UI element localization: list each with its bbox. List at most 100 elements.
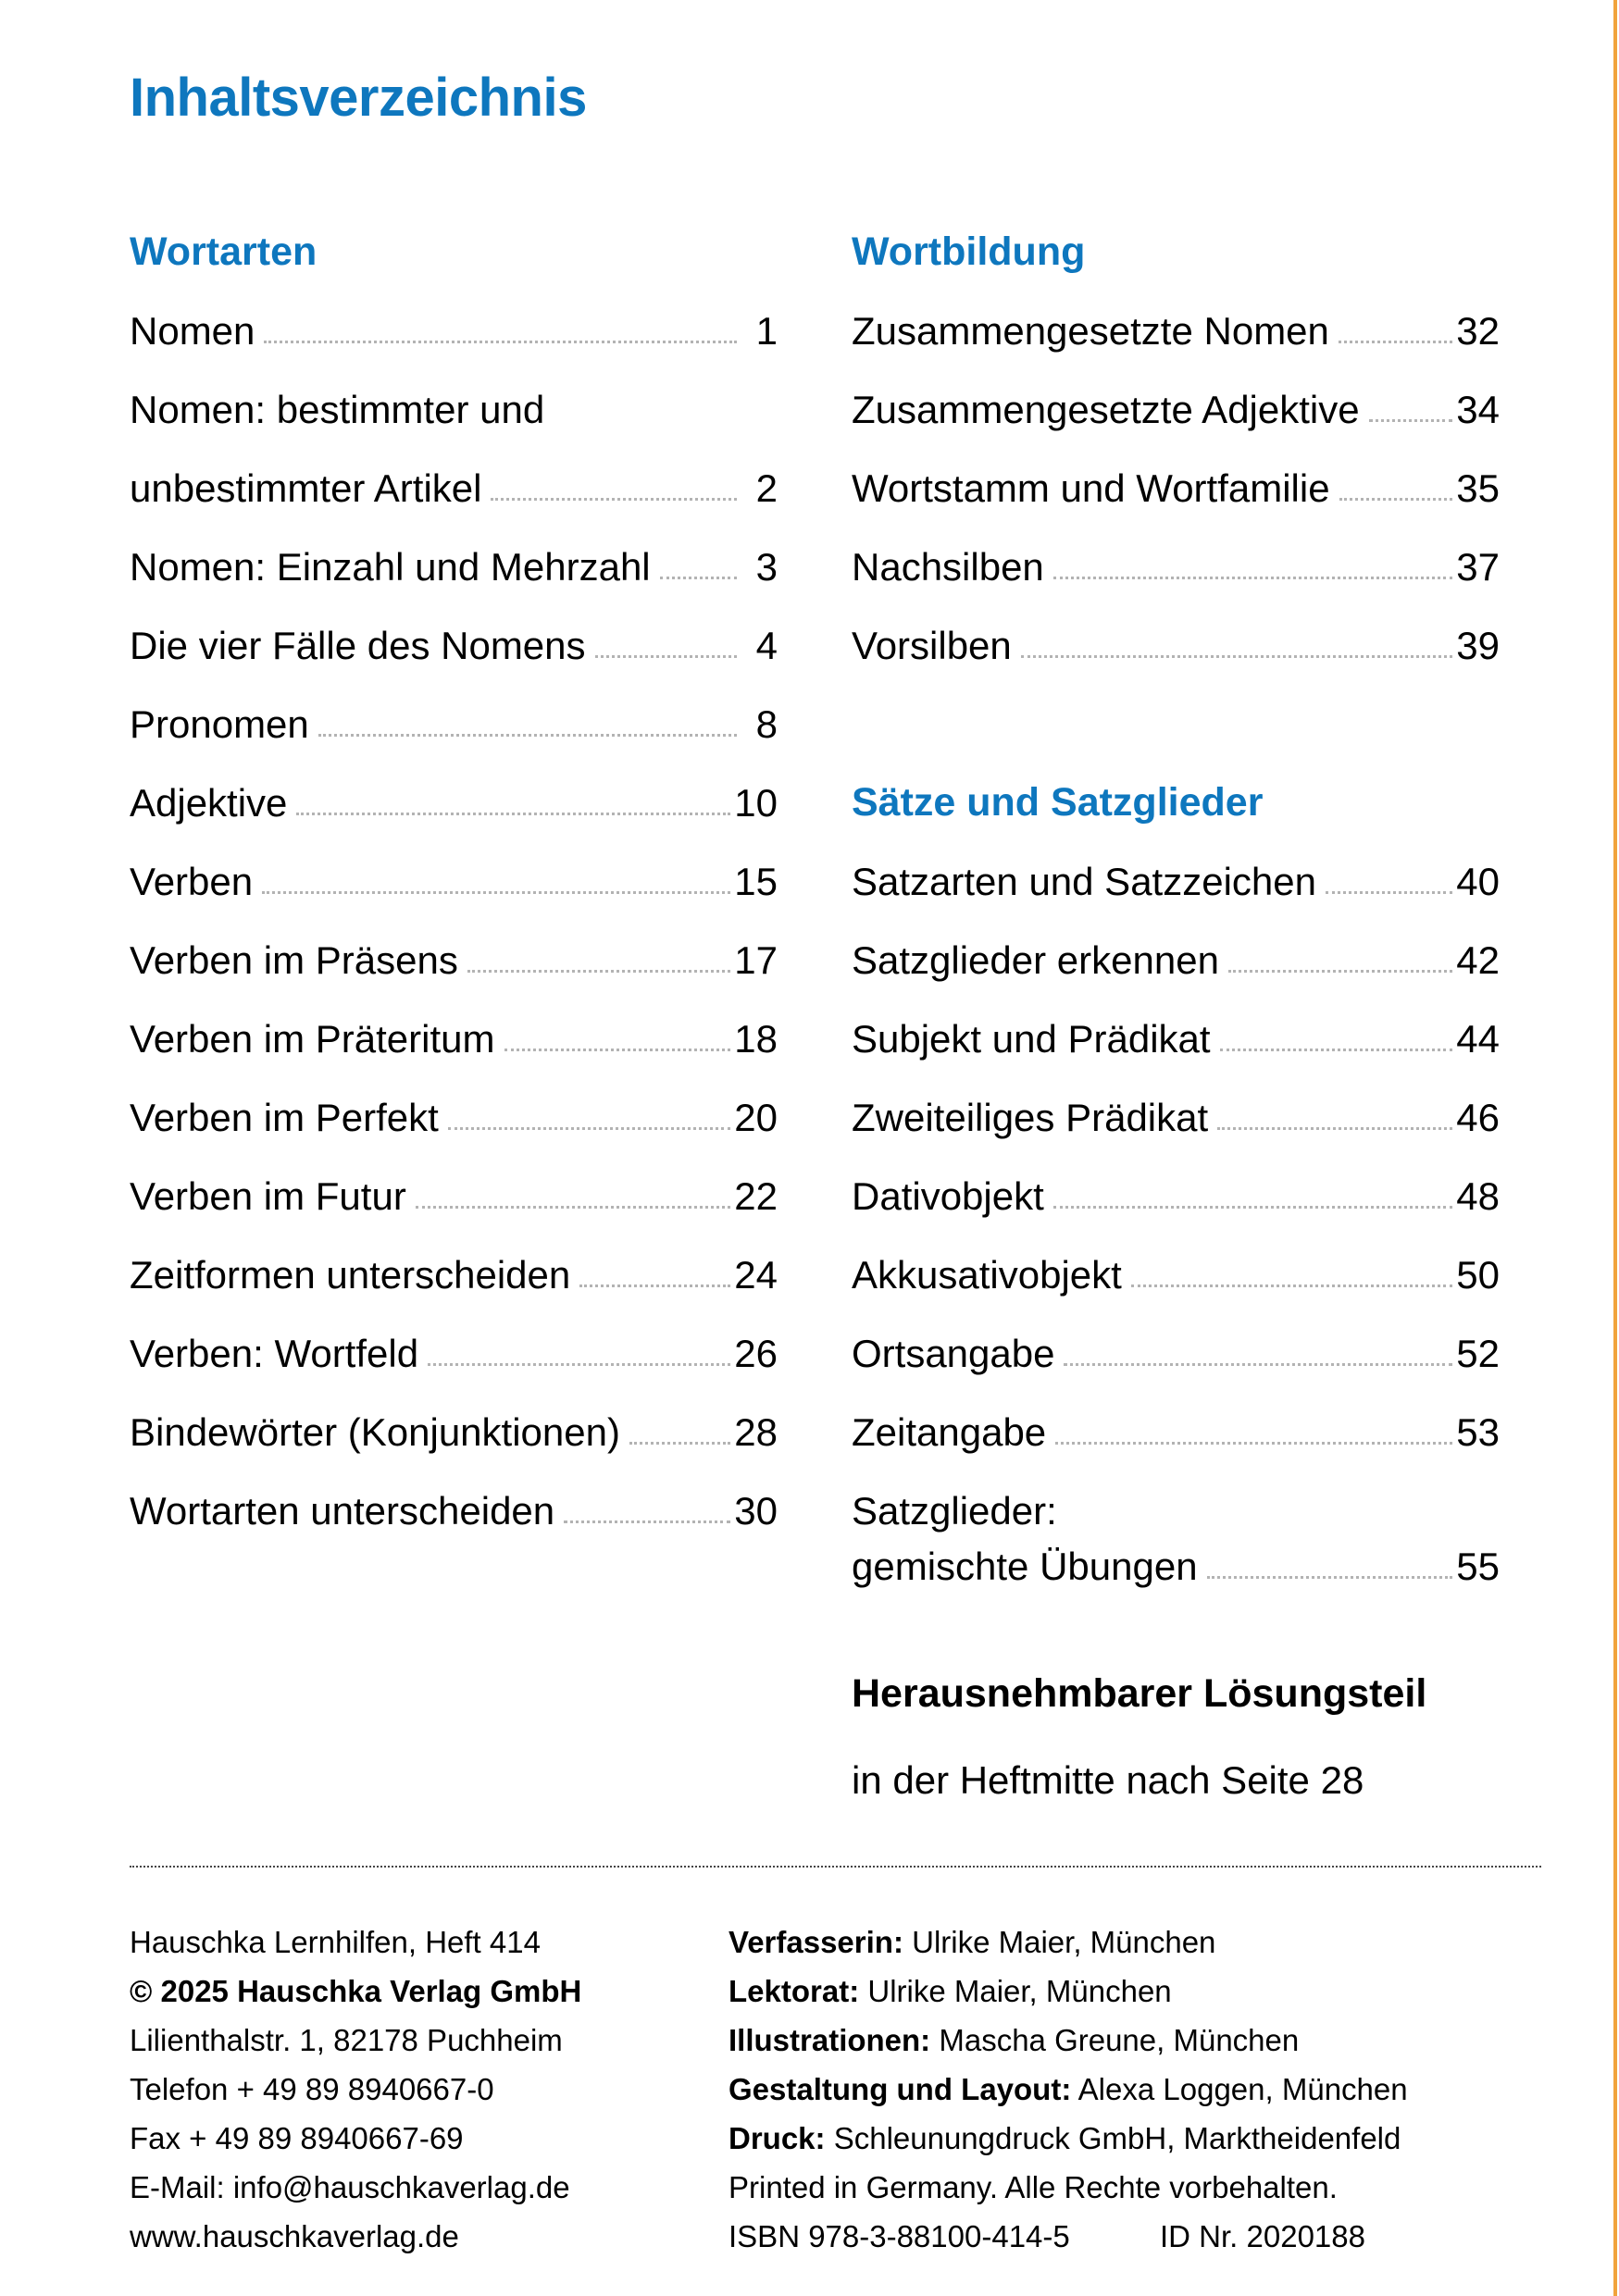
footer-credit-label: Druck: [729,2121,826,2155]
toc-entry-label: Ortsangabe [852,1331,1055,1375]
footer-text: Mascha Greune, München [930,2023,1300,2057]
toc-entry-row: Bindewörter (Konjunktionen) 28 [130,1374,778,1453]
footer-text: Telefon + 49 89 8940667-0 [130,2072,494,2106]
toc-entry-row: Adjektive 10 [130,745,778,824]
toc-entry-label: Adjektive [130,780,288,825]
footer-credit-label: Verfasserin: [729,1925,903,1959]
toc-entry-row: Zeitangabe 53 [852,1374,1500,1453]
footer-text: © 2025 Hauschka Verlag GmbH [130,1974,582,2008]
toc-entry-row: Verben: Wortfeld 26 [130,1296,778,1374]
toc-entry-dotted-leader [1206,1576,1453,1579]
toc-entry-row: Ortsangabe 52 [852,1296,1500,1374]
footer-text: Hauschka Lernhilfen, Heft 414 [130,1925,541,1959]
toc-entry-row: Zusammengesetzte Nomen 32 [852,273,1500,352]
toc-entry-label: Vorsilben [852,623,1012,667]
footer-line: Gestaltung und Layout: Alexa Loggen, Mün… [729,2065,1543,2114]
toc-entry-label: Zweiteiliges Prädikat [852,1095,1209,1139]
toc-entry-label: Nomen [130,308,255,353]
toc-entry-row: Zusammengesetzte Adjektive 34 [852,352,1500,430]
toc-entry-label: Akkusativobjekt [852,1252,1122,1297]
footer-text: Printed in Germany. Alle Rechte vorbehal… [729,2170,1338,2204]
toc-entry-dotted-leader [1338,341,1453,343]
toc-entry-label: Nachsilben [852,544,1044,589]
toc-entry-row: Zweiteiliges Prädikat 46 [852,1060,1500,1138]
toc-entry-label: Zusammengesetzte Nomen [852,308,1329,353]
toc-entry-page-number: 8 [755,701,778,746]
toc-entry-row: Akkusativobjekt 50 [852,1217,1500,1296]
toc-entry-dotted-leader [447,1127,731,1130]
footer-text: ISBN 978-3-88100-414-5 [729,2219,1070,2253]
solutions-note-subtitle: in der Heftmitte nach Seite 28 [852,1758,1364,1802]
toc-entry-row: Verben im Präsens 17 [130,902,778,981]
toc-entry-dotted-leader [1064,1363,1453,1366]
footer-text: Alexa Loggen, München [1071,2072,1408,2106]
toc-entry-dotted-leader [491,498,737,501]
toc-entry-label: Die vier Fälle des Nomens [130,623,586,667]
solutions-note-title: Herausnehmbarer Lösungsteil [852,1671,1427,1716]
footer-text: E-Mail: info@hauschkaverlag.de [130,2170,570,2204]
toc-entry-label: Verben im Perfekt [130,1095,439,1139]
footer-divider [130,1866,1541,1868]
toc-entry-label: Verben im Futur [130,1173,406,1218]
toc-entry-label: Bindewörter (Konjunktionen) [130,1409,620,1454]
toc-column-right: Wortbildung Zusammengesetzte Nomen 32 Zu… [852,194,1500,1587]
toc-entry-label: Subjekt und Prädikat [852,1016,1211,1061]
toc-entry-row: Satzarten und Satzzeichen 40 [852,824,1500,902]
toc-entry-label: Zeitangabe [852,1409,1047,1454]
footer-line: Verfasserin: Ulrike Maier, München [729,1917,1543,1967]
toc-entry-page-number: 10 [734,780,778,825]
toc-entry-label: Wortstamm und Wortfamilie [852,465,1330,510]
toc-entry-label: Satzglieder: [852,1488,1057,1533]
toc-entry-page-number: 53 [1456,1409,1500,1454]
toc-entry-row: Wortarten unterscheiden 30 [130,1453,778,1532]
toc-entry-dotted-leader [1339,498,1453,501]
toc-entry-page-number: 40 [1456,859,1500,903]
toc-entry-label: unbestimmter Artikel [130,465,482,510]
footer-line: Illustrationen: Mascha Greune, München [729,2016,1543,2065]
toc-entry-dotted-leader [504,1049,731,1051]
footer-credits-block: Verfasserin: Ulrike Maier, München Lekto… [729,1917,1543,2261]
toc-entry-page-number: 22 [734,1173,778,1218]
toc-entry-row: Vorsilben 39 [852,588,1500,666]
toc-entry-dotted-leader [1326,891,1453,894]
toc-entry-row: Subjekt und Prädikat 44 [852,981,1500,1060]
toc-entry-page-number: 3 [755,544,778,589]
toc-entry-dotted-leader [262,891,731,894]
toc-entry-row: Wortstamm und Wortfamilie 35 [852,430,1500,509]
toc-entry-page-number: 52 [1456,1331,1500,1375]
page-edge-accent-line [1613,0,1617,2296]
toc-entry-dotted-leader [659,577,737,579]
toc-entry-page-number: 55 [1456,1544,1500,1588]
toc-entry-row: unbestimmter Artikel 2 [130,430,778,509]
toc-entry-row: Zeitformen unterscheiden 24 [130,1217,778,1296]
toc-entry-dotted-leader [1227,970,1453,973]
toc-column-left: Wortarten Nomen 1 Nomen: bestimmter und … [130,194,778,1532]
toc-entry-label: Wortbildung [852,229,1086,274]
toc-section-heading: Wortarten [130,194,778,273]
toc-entry-page-number: 26 [734,1331,778,1375]
toc-entry-row: Pronomen 8 [130,666,778,745]
footer-line: ISBN 978-3-88100-414-5 ID Nr. 2020188 [729,2212,1543,2261]
toc-entry-row: Satzglieder: [852,1453,1500,1532]
toc-entry-page-number: 2 [755,465,778,510]
toc-entry-dotted-leader [1020,655,1453,658]
toc-entry-dotted-leader [1052,577,1453,579]
toc-entry-page-number: 32 [1456,308,1500,353]
toc-entry-dotted-leader [415,1206,731,1209]
toc-section-heading: Wortbildung [852,194,1500,273]
footer-line: © 2025 Hauschka Verlag GmbH [130,1967,704,2016]
toc-entry-dotted-leader [1055,1442,1453,1445]
footer-line: Fax + 49 89 8940667-69 [130,2114,704,2163]
toc-entry-dotted-leader [296,813,731,815]
toc-entry-row: Verben 15 [130,824,778,902]
toc-entry-label: Pronomen [130,701,309,746]
toc-section-heading: Sätze und Satzglieder [852,745,1500,824]
toc-entry-page-number: 46 [1456,1095,1500,1139]
toc-entry-row: Verben im Futur 22 [130,1138,778,1217]
toc-entry-label: Wortarten [130,229,318,274]
toc-entry-dotted-leader [1130,1285,1453,1287]
toc-entry-page-number: 48 [1456,1173,1500,1218]
footer-line: Druck: Schleunungdruck GmbH, Marktheiden… [729,2114,1543,2163]
footer-text: Fax + 49 89 8940667-69 [130,2121,464,2155]
